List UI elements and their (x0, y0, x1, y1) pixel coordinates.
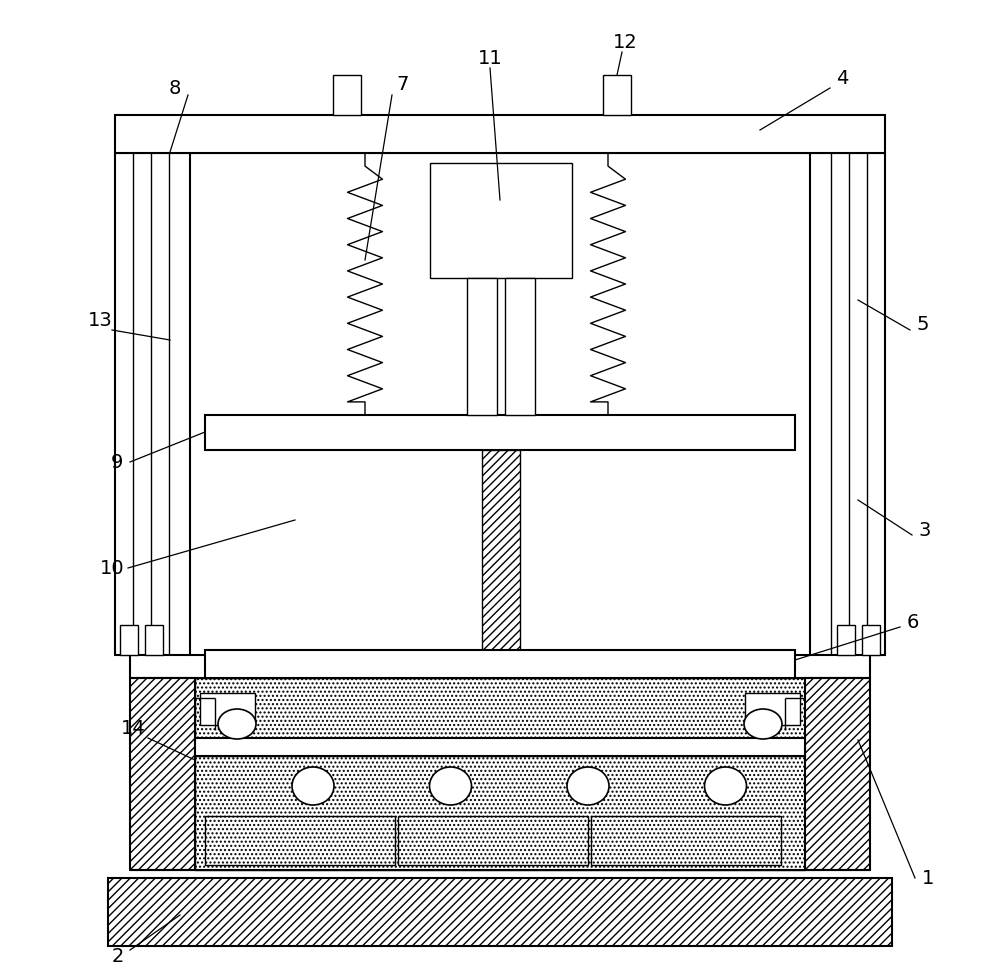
Bar (603, 75, 631, 115)
Bar (591, 816, 781, 865)
Bar (130, 678, 195, 870)
Bar (145, 625, 163, 655)
Text: 2: 2 (112, 948, 124, 966)
Bar (810, 153, 885, 655)
Ellipse shape (744, 709, 782, 739)
Bar (333, 75, 361, 115)
Bar (195, 756, 805, 870)
Bar (745, 693, 800, 725)
Bar (505, 278, 535, 415)
Bar (430, 163, 572, 278)
Bar (805, 678, 870, 870)
Bar (195, 678, 805, 738)
Text: 10: 10 (100, 559, 124, 577)
Text: 1: 1 (922, 869, 934, 887)
Text: 5: 5 (917, 316, 929, 334)
Bar (115, 115, 885, 153)
Bar (200, 693, 255, 725)
Text: 4: 4 (836, 68, 848, 88)
Text: 6: 6 (907, 612, 919, 632)
Bar (205, 415, 795, 450)
Text: 14: 14 (121, 719, 145, 737)
Ellipse shape (218, 709, 256, 739)
Text: 7: 7 (397, 75, 409, 95)
Text: 13: 13 (88, 310, 112, 330)
Bar (467, 278, 497, 415)
Text: 12: 12 (613, 32, 637, 52)
Bar (108, 878, 892, 946)
Bar (837, 625, 855, 655)
Bar (862, 625, 880, 655)
Bar (482, 450, 520, 650)
Text: 8: 8 (169, 79, 181, 98)
Text: 11: 11 (478, 49, 502, 67)
Text: 3: 3 (919, 521, 931, 539)
Text: 9: 9 (111, 452, 123, 472)
Ellipse shape (292, 767, 334, 805)
Bar (115, 153, 190, 655)
Bar (205, 650, 795, 678)
Bar (205, 816, 395, 865)
Ellipse shape (704, 767, 746, 805)
Bar (398, 816, 588, 865)
Bar (120, 625, 138, 655)
Ellipse shape (430, 767, 472, 805)
Ellipse shape (567, 767, 609, 805)
Bar (195, 738, 805, 756)
